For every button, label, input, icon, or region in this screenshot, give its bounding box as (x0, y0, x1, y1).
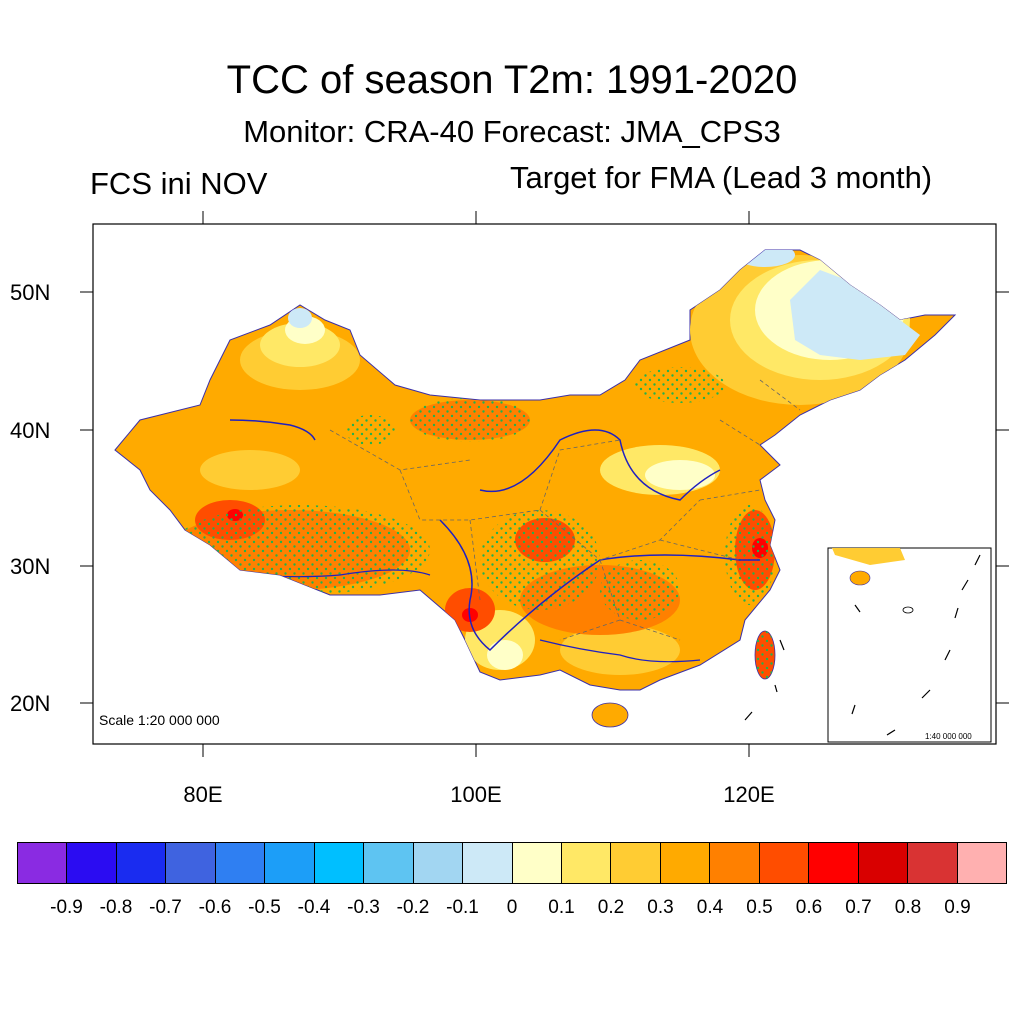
colorbar-tick-label: 0.9 (944, 897, 971, 918)
lon-tick-label: 80E (183, 782, 223, 807)
colorbar-swatch (759, 843, 810, 883)
colorbar-tick-label: -0.2 (396, 897, 430, 918)
colorbar-swatch (809, 843, 859, 883)
colorbar-tick-label: 0.7 (845, 897, 872, 918)
stipple-north-tibet (345, 415, 395, 445)
colorbar-swatch (116, 843, 167, 883)
inset-scale-label: 1:40 000 000 (925, 732, 972, 741)
inset-nine-dash-line (851, 554, 981, 736)
lat-tick-label: 20N (10, 691, 51, 716)
river-tarim (229, 419, 316, 441)
colorbar-swatch (215, 843, 266, 883)
map-scale-label: Scale 1:20 000 000 (99, 712, 220, 728)
colorbar-swatch (364, 843, 414, 883)
colorbar-tick-label: 0.1 (548, 897, 575, 918)
colorbar-swatch (858, 843, 909, 883)
colorbar-swatch (957, 843, 1007, 883)
colorbar-tick-label: 0.4 (696, 897, 724, 918)
colorbar-tick-label: -0.9 (50, 897, 83, 918)
inset-hainan (849, 570, 871, 586)
colorbar-swatch (611, 843, 661, 883)
stipple-east-coast (725, 505, 775, 605)
colorbar-swatch (908, 843, 958, 883)
contour-neg-northeast (790, 270, 920, 360)
contour-0.1-north-china (645, 460, 715, 490)
stipple-central (600, 560, 680, 620)
lat-tick-label: 50N (10, 280, 51, 305)
colorbar-tick-label: 0.2 (597, 897, 625, 918)
south-china-sea-dashes (744, 639, 785, 721)
colorbar-tick-label: 0.6 (795, 897, 823, 918)
hainan-island (591, 702, 629, 728)
colorbar-tick-label: -0.4 (297, 897, 331, 918)
lat-tick-label: 30N (10, 554, 51, 579)
chart-title: TCC of season T2m: 1991-2020 (226, 58, 798, 102)
inset-mainland (832, 548, 905, 565)
colorbar-swatch (265, 843, 315, 883)
river-pearl (539, 639, 701, 663)
river-yangtze (439, 519, 760, 652)
colorbar-tick-label: -0.8 (99, 897, 133, 918)
colorbar-swatch (67, 843, 117, 883)
colorbar-swatch (710, 843, 760, 883)
axis-ticks (80, 211, 1009, 757)
colorbar-tick-label: 0.3 (647, 897, 674, 918)
lon-tick-label: 120E (723, 782, 775, 807)
colorbar-swatch (18, 843, 68, 883)
colorbar-tick-label: -0.3 (347, 897, 380, 918)
stipple-qilian (410, 398, 530, 442)
lon-tick-label: 100E (450, 782, 502, 807)
colorbar-swatch (166, 843, 216, 883)
colorbar-swatch (660, 843, 711, 883)
lat-tick-label: 40N (10, 418, 51, 443)
colorbar-tick-label: -0.5 (248, 897, 281, 918)
colorbar-swatch (512, 843, 562, 883)
chart-subtitle: Monitor: CRA-40 Forecast: JMA_CPS3 (243, 114, 781, 149)
colorbar-tick-label: 0.5 (746, 897, 773, 918)
colorbar-swatch (413, 843, 464, 883)
colorbar-swatch (314, 843, 365, 883)
colorbar-tick-label: 0.8 (894, 897, 922, 918)
colorbar-tick-label: -0.1 (446, 897, 479, 918)
stipple-inner-mongolia (635, 367, 725, 403)
init-label: FCS ini NOV (90, 166, 268, 201)
colorbar-tick-label: -0.7 (149, 897, 182, 918)
colorbar (17, 842, 1007, 884)
colorbar-swatch (463, 843, 513, 883)
target-label: Target for FMA (Lead 3 month) (510, 160, 933, 195)
contour-0.1-yunnan (487, 640, 523, 670)
colorbar-tick-label: 0 (506, 897, 518, 918)
colorbar-tick-label: -0.6 (198, 897, 232, 918)
contour-0.3-south (560, 625, 680, 675)
contour-0.3-tarim (200, 450, 300, 490)
taiwan-stipple (755, 631, 775, 679)
river-yellow (479, 429, 721, 501)
stipple-sichuan (480, 510, 600, 610)
inset-islands (902, 606, 914, 614)
province-borders (329, 379, 801, 641)
contour-neg-altai (288, 308, 312, 328)
colorbar-swatch (561, 843, 612, 883)
map-field (114, 249, 992, 743)
